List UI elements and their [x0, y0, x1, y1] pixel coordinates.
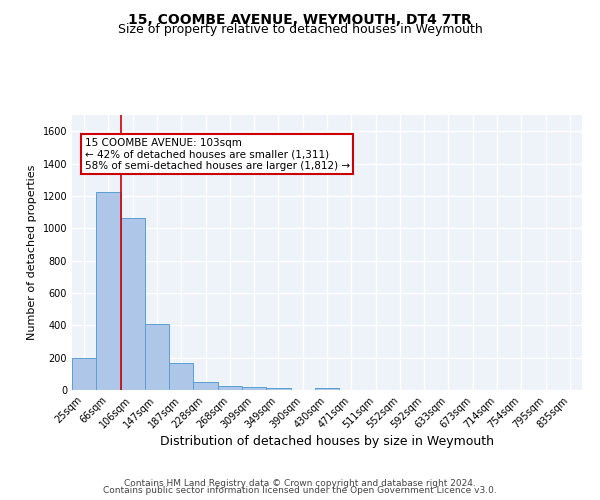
Bar [96, 192, 121, 390]
Bar [218, 386, 242, 390]
Bar [193, 382, 218, 390]
Text: 15 COOMBE AVENUE: 103sqm
← 42% of detached houses are smaller (1,311)
58% of sem: 15 COOMBE AVENUE: 103sqm ← 42% of detach… [85, 138, 350, 171]
Bar [121, 218, 145, 390]
X-axis label: Distribution of detached houses by size in Weymouth: Distribution of detached houses by size … [160, 436, 494, 448]
Text: Size of property relative to detached houses in Weymouth: Size of property relative to detached ho… [118, 22, 482, 36]
Text: Contains public sector information licensed under the Open Government Licence v3: Contains public sector information licen… [103, 486, 497, 495]
Y-axis label: Number of detached properties: Number of detached properties [27, 165, 37, 340]
Text: Contains HM Land Registry data © Crown copyright and database right 2024.: Contains HM Land Registry data © Crown c… [124, 478, 476, 488]
Bar [242, 387, 266, 390]
Bar [169, 364, 193, 390]
Bar [266, 388, 290, 390]
Bar [145, 324, 169, 390]
Bar [315, 388, 339, 390]
Bar [72, 358, 96, 390]
Text: 15, COOMBE AVENUE, WEYMOUTH, DT4 7TR: 15, COOMBE AVENUE, WEYMOUTH, DT4 7TR [128, 12, 472, 26]
